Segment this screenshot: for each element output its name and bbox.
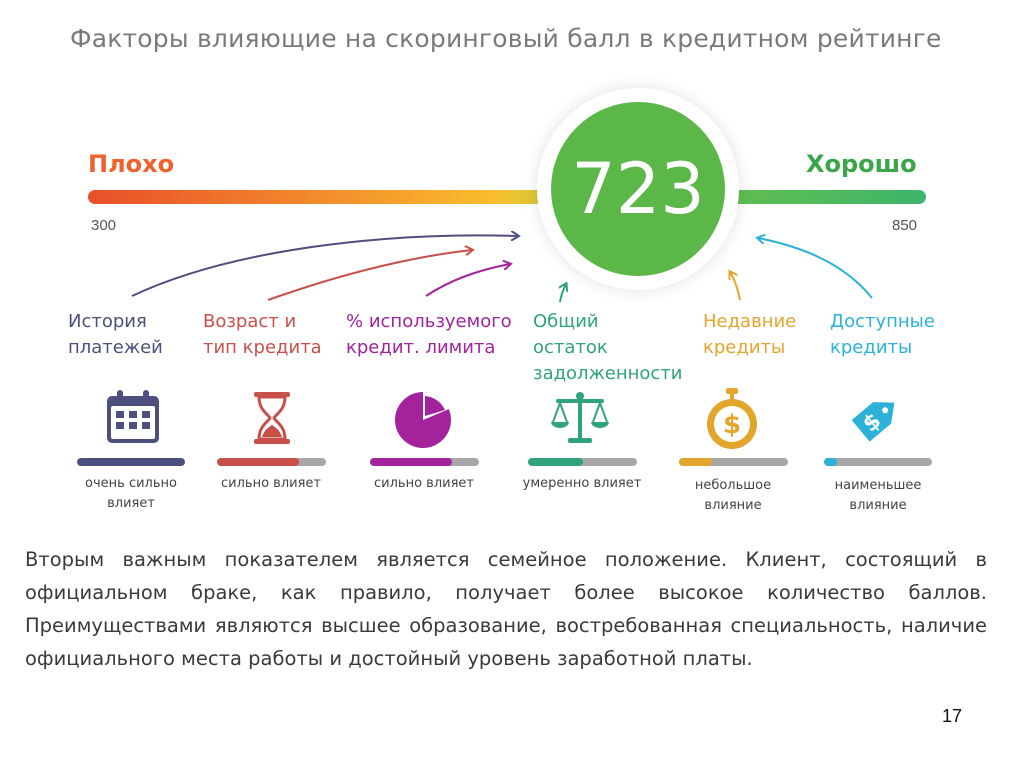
credit-score-value: 723 [551,102,725,276]
factor-name-text: Недавние кредиты [703,311,797,358]
scale-bad-label: Плохо [88,150,175,178]
impact-bar-fill [77,458,185,466]
price-tag-icon: $ [851,402,895,442]
factor-name-credit-utilization: % используемого кредит. лимита [346,309,512,361]
pie-chart-icon [395,391,451,448]
arrow-credit-utilization [425,264,510,297]
impact-bar-fill [824,458,837,466]
calendar-icon [107,390,159,443]
arrow-recent-credits [730,272,741,301]
impact-bar-available-credits [824,458,932,466]
impact-bar-recent-credits [679,458,788,466]
factor-name-credit-age: Возраст и тип кредита [203,309,322,361]
stopwatch-dollar-icon: $ [707,388,757,449]
impact-bar-fill [679,458,712,466]
impact-label-credit-utilization: сильно влияет [374,476,474,491]
body-paragraph: Вторым важным показателем является семей… [25,548,987,670]
impact-bar-payment-history [77,458,185,466]
impact-bar-fill [528,458,583,466]
arrow-payment-history [131,235,518,297]
factor-name-text: Общий остаток задолженности [533,311,683,384]
impact-label-payment-history: очень сильно влияет [85,476,177,511]
svg-text:$: $ [723,410,741,440]
factor-name-available-credits: Доступные кредиты [830,309,935,361]
factor-name-text: Возраст и тип кредита [203,311,322,358]
impact-bar-fill [370,458,452,466]
impact-bar-total-debt [528,458,637,466]
impact-bar-fill [217,458,299,466]
slide-title: Факторы влияющие на скоринговый балл в к… [70,24,942,53]
impact-label-total-debt: умеренно влияет [522,476,642,491]
impact-bar-credit-utilization [370,458,479,466]
scale-min-value: 300 [91,217,117,234]
scales-icon [551,392,609,443]
impact-label-recent-credits: небольшое влияние [694,478,772,513]
scale-good-label: Хорошо [806,150,917,178]
page-number: 17 [942,706,963,726]
factor-name-text: История платежей [68,311,163,358]
factor-name-total-debt: Общий остаток задолженности [533,309,682,387]
factor-name-text: % используемого кредит. лимита [346,311,512,358]
arrow-credit-age [267,250,472,301]
impact-label-credit-age: сильно влияет [221,476,321,491]
arrow-available-credits [758,238,873,299]
factor-name-recent-credits: Недавние кредиты [703,309,796,361]
factor-name-text: Доступные кредиты [830,311,935,358]
arrow-total-debt [560,284,566,303]
impact-label-available-credits: наименьшее влияние [834,478,922,513]
scale-max-value: 850 [892,217,918,234]
hourglass-icon [254,392,290,444]
impact-bar-credit-age [217,458,326,466]
factor-name-payment-history: История платежей [68,309,163,361]
